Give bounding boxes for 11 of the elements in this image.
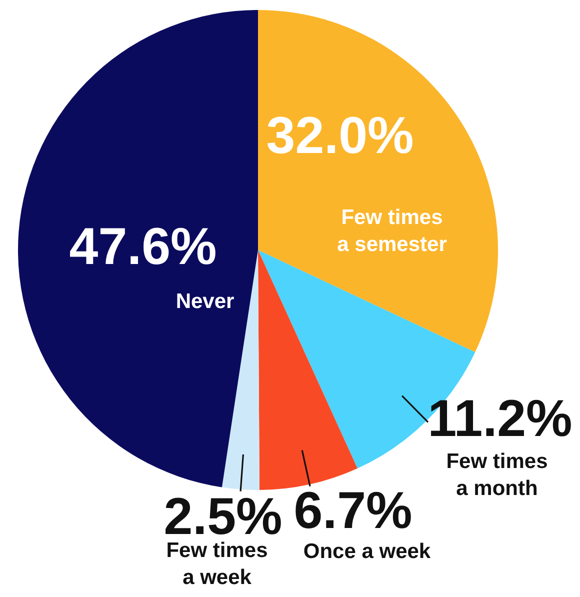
slice-label: Never (176, 290, 234, 313)
pie-slice (258, 250, 358, 490)
slice-label: Few times a semester (337, 206, 447, 256)
pie-slice (258, 10, 498, 352)
slice-label: Once a week (303, 540, 431, 563)
pie-slice (18, 10, 258, 488)
data-label: 11.2% (428, 390, 572, 448)
data-label: 6.7% (294, 482, 412, 540)
data-label: 32.0% (266, 107, 414, 165)
data-label: 47.6% (69, 218, 217, 276)
slice-label: Few times a month (446, 450, 548, 500)
